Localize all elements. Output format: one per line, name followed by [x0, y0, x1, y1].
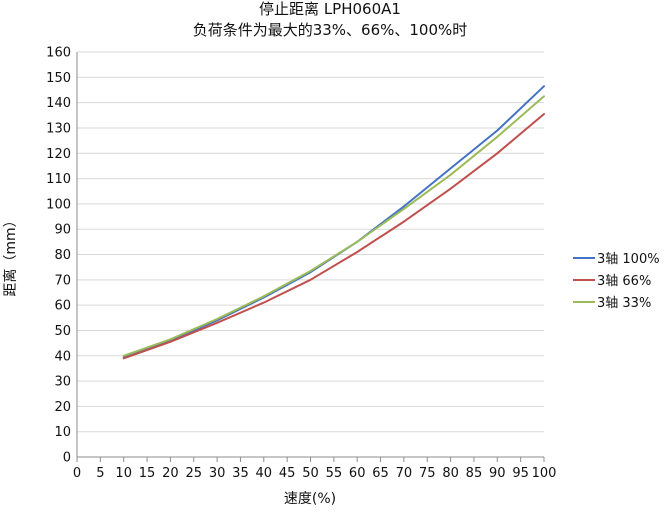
series-line-0	[122, 85, 545, 358]
x-tick-label: 45	[279, 466, 296, 481]
x-tick-label: 35	[232, 466, 249, 481]
x-tick-label: 50	[302, 466, 319, 481]
x-tick-label: 95	[512, 466, 529, 481]
y-tick-label: 40	[54, 349, 71, 364]
x-tick-label: 80	[442, 466, 459, 481]
x-axis-label: 速度(%)	[284, 491, 336, 507]
x-tick-label: 65	[372, 466, 389, 481]
y-tick-label: 100	[46, 197, 71, 212]
x-tick-label: 20	[162, 466, 179, 481]
series-lines	[122, 85, 545, 360]
x-tick-label: 85	[466, 466, 483, 481]
x-tick-label: 30	[209, 466, 226, 481]
x-tick-label: 90	[489, 466, 506, 481]
y-tick-label: 0	[63, 451, 71, 466]
y-tick-label: 90	[54, 223, 71, 238]
y-tick-label: 150	[46, 71, 71, 86]
y-tick-label: 20	[54, 400, 71, 415]
x-tick-label: 10	[115, 466, 132, 481]
x-tick-label: 60	[349, 466, 366, 481]
y-axis-label: 距离（mm）	[2, 213, 19, 296]
x-tick-label: 75	[419, 466, 436, 481]
y-tick-label: 110	[46, 172, 71, 187]
x-tick-label: 70	[396, 466, 413, 481]
legend-label: 3轴 66%	[597, 274, 651, 289]
y-tick-label: 70	[54, 273, 71, 288]
y-tick-label: 120	[46, 147, 71, 162]
x-tick-label: 100	[532, 466, 557, 481]
x-tick-label: 5	[96, 466, 104, 481]
x-tick-label: 15	[139, 466, 156, 481]
y-tick-label: 140	[46, 96, 71, 111]
y-tick-label: 10	[54, 425, 71, 440]
legend: 3轴 100% 3轴 66% 3轴 33%	[573, 252, 660, 311]
x-tick-label: 40	[256, 466, 273, 481]
series-line-2	[122, 95, 545, 357]
chart-title-line1: 停止距离 LPH060A1	[259, 0, 401, 18]
chart-title-line2: 负荷条件为最大的33%、66%、100%时	[193, 21, 468, 39]
y-tick-label: 130	[46, 121, 71, 136]
x-tick-label: 0	[73, 466, 81, 481]
gridlines	[77, 51, 544, 433]
y-tick-label: 30	[54, 375, 71, 390]
tick-labels: 0102030405060708090100110120130140150160…	[46, 46, 556, 482]
legend-label: 3轴 100%	[597, 252, 660, 267]
axes	[76, 52, 545, 462]
y-tick-label: 160	[46, 46, 71, 61]
y-tick-label: 50	[54, 324, 71, 339]
legend-label: 3轴 33%	[597, 296, 651, 311]
series-line-1	[122, 113, 545, 360]
y-tick-label: 80	[54, 248, 71, 263]
x-tick-label: 25	[185, 466, 202, 481]
x-tick-label: 55	[326, 466, 343, 481]
y-tick-label: 60	[54, 299, 71, 314]
